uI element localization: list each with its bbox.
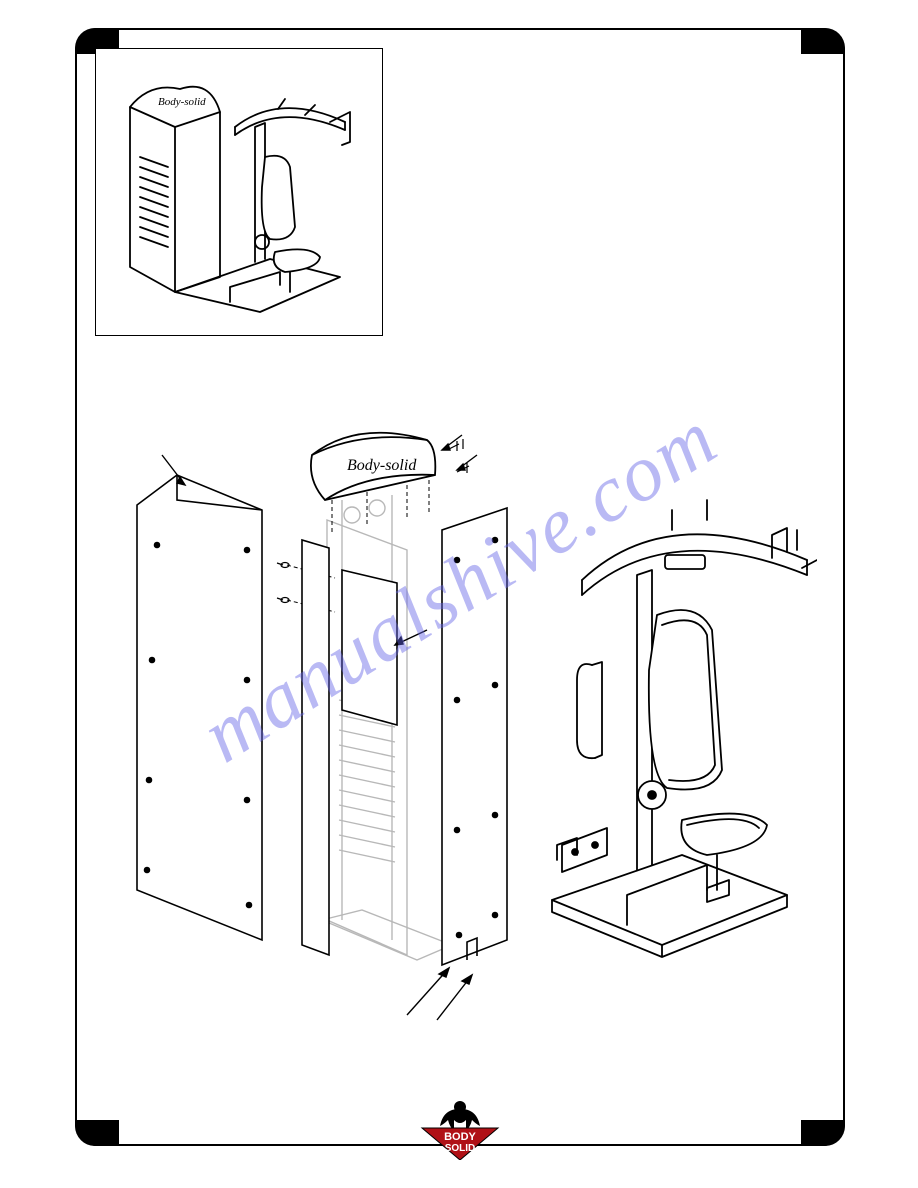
logo-text-top: BODY — [444, 1131, 476, 1143]
frame-corner-tr — [801, 28, 845, 54]
thumbnail-machine-drawing: Body-solid — [110, 67, 370, 317]
svg-text:Body-solid: Body-solid — [158, 96, 206, 108]
brand-logo: BODY SOLID — [410, 1098, 510, 1160]
page-frame: Body-solid — [75, 28, 845, 1146]
frame-corner-br — [801, 1120, 845, 1146]
frame-corner-bl — [75, 1120, 119, 1146]
thumbnail-box: Body-solid — [95, 48, 383, 336]
logo-text-bottom: SOLID — [445, 1143, 476, 1154]
top-cap-brand-label: Body-solid — [347, 457, 417, 474]
exploded-assembly-diagram: Body-solid — [107, 400, 817, 1040]
